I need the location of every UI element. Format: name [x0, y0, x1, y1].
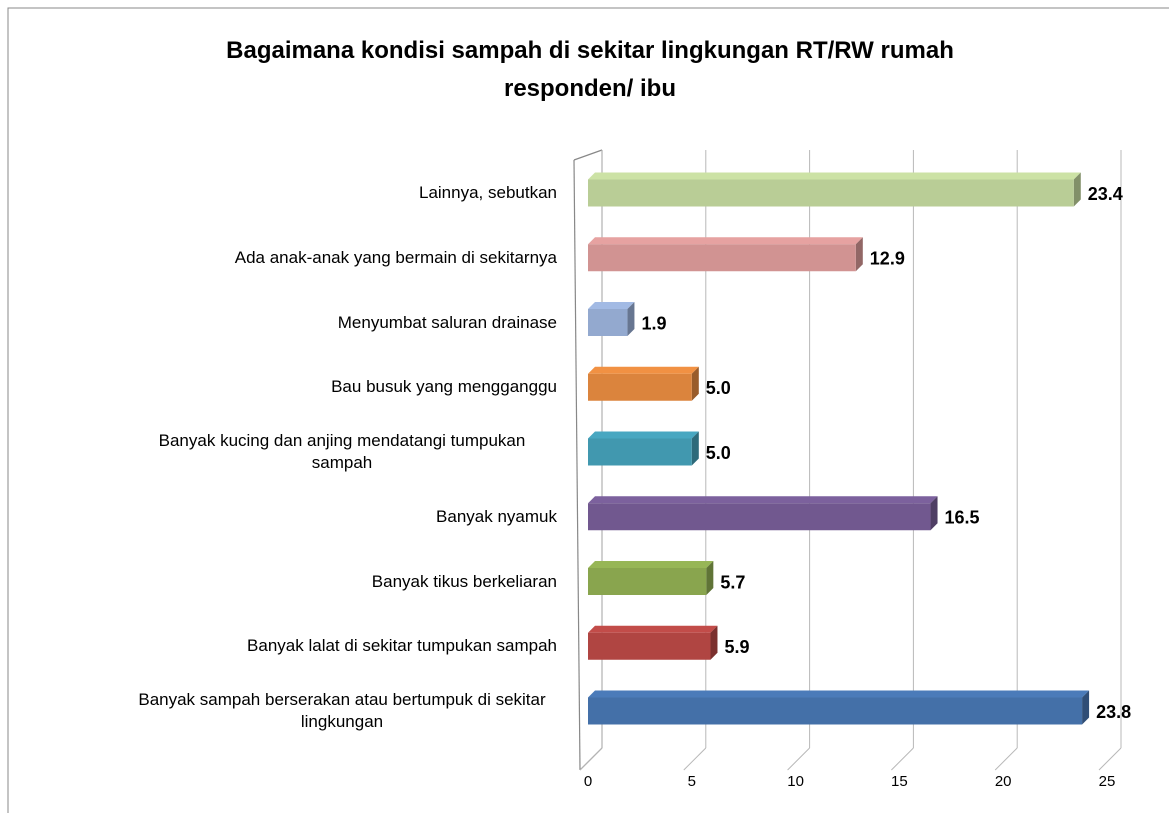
bar-top [588, 561, 714, 568]
bar-side [706, 561, 714, 595]
value-label: 16.5 [945, 508, 980, 528]
value-label: 23.4 [1088, 184, 1123, 204]
chart-frame [7, 7, 1169, 813]
bar-top [588, 366, 699, 374]
grid-floor-line [683, 747, 707, 771]
bar-side [930, 496, 938, 531]
bar [588, 503, 931, 531]
value-label: 5.0 [706, 378, 731, 398]
bar [588, 309, 628, 336]
value-label: 12.9 [870, 249, 905, 269]
bar-top [588, 302, 635, 309]
bar [588, 244, 856, 272]
y-tick-label: Banyak sampah berserakan atau bertumpuk … [138, 690, 546, 731]
x-tick-label: 5 [688, 773, 696, 790]
chart-title: Bagaimana kondisi sampah di sekitar ling… [226, 37, 954, 102]
y-tick-label: Banyak kucing dan anjing mendatangi tump… [158, 431, 526, 472]
bar-top [588, 625, 718, 633]
bar-side [691, 431, 699, 466]
axis-wall-top [573, 149, 603, 161]
y-tick-label: Ada anak-anak yang bermain di sekitarnya [234, 247, 557, 267]
x-tick-label: 15 [891, 773, 908, 790]
bar-top [588, 431, 699, 439]
bar-side [855, 237, 863, 272]
bar [588, 632, 711, 660]
x-tick-label: 25 [1099, 773, 1116, 790]
axis-wall-left [573, 159, 581, 771]
bar [588, 568, 707, 595]
y-tick-label: Banyak nyamuk [436, 506, 557, 526]
y-tick-label: Banyak lalat di sekitar tumpukan sampah [247, 636, 557, 656]
x-tick-label: 20 [995, 773, 1012, 790]
value-label: 5.9 [724, 637, 749, 657]
grid-floor-line [1098, 747, 1122, 771]
y-tick-label: Lainnya, sebutkan [419, 183, 557, 202]
bar-top [588, 690, 1090, 698]
y-tick-label: Banyak tikus berkeliaran [371, 571, 557, 591]
bar [588, 697, 1083, 725]
bar-top [588, 172, 1081, 180]
bar [588, 179, 1074, 207]
y-tick-label: Bau busuk yang mengganggu [331, 377, 557, 397]
x-tick-label: 0 [584, 773, 592, 790]
bar [588, 373, 692, 401]
value-label: 1.9 [641, 313, 666, 333]
grid-floor-line [994, 747, 1018, 771]
bar-side [1082, 690, 1090, 725]
bar-top [588, 237, 863, 245]
value-label: 23.8 [1096, 702, 1131, 722]
x-tick-label: 10 [787, 773, 804, 790]
bar-top [588, 496, 938, 504]
grid-floor-line [891, 747, 914, 771]
value-label: 5.7 [720, 572, 745, 592]
grid-floor-line [787, 747, 810, 771]
bar-side [710, 625, 718, 660]
value-label: 5.0 [706, 443, 731, 463]
bar-side [1073, 172, 1081, 207]
grid-floor-line [579, 747, 603, 771]
bar-side [691, 366, 699, 401]
y-tick-label: Menyumbat saluran drainase [337, 312, 557, 332]
bar [588, 438, 692, 466]
bar-side [627, 302, 635, 336]
